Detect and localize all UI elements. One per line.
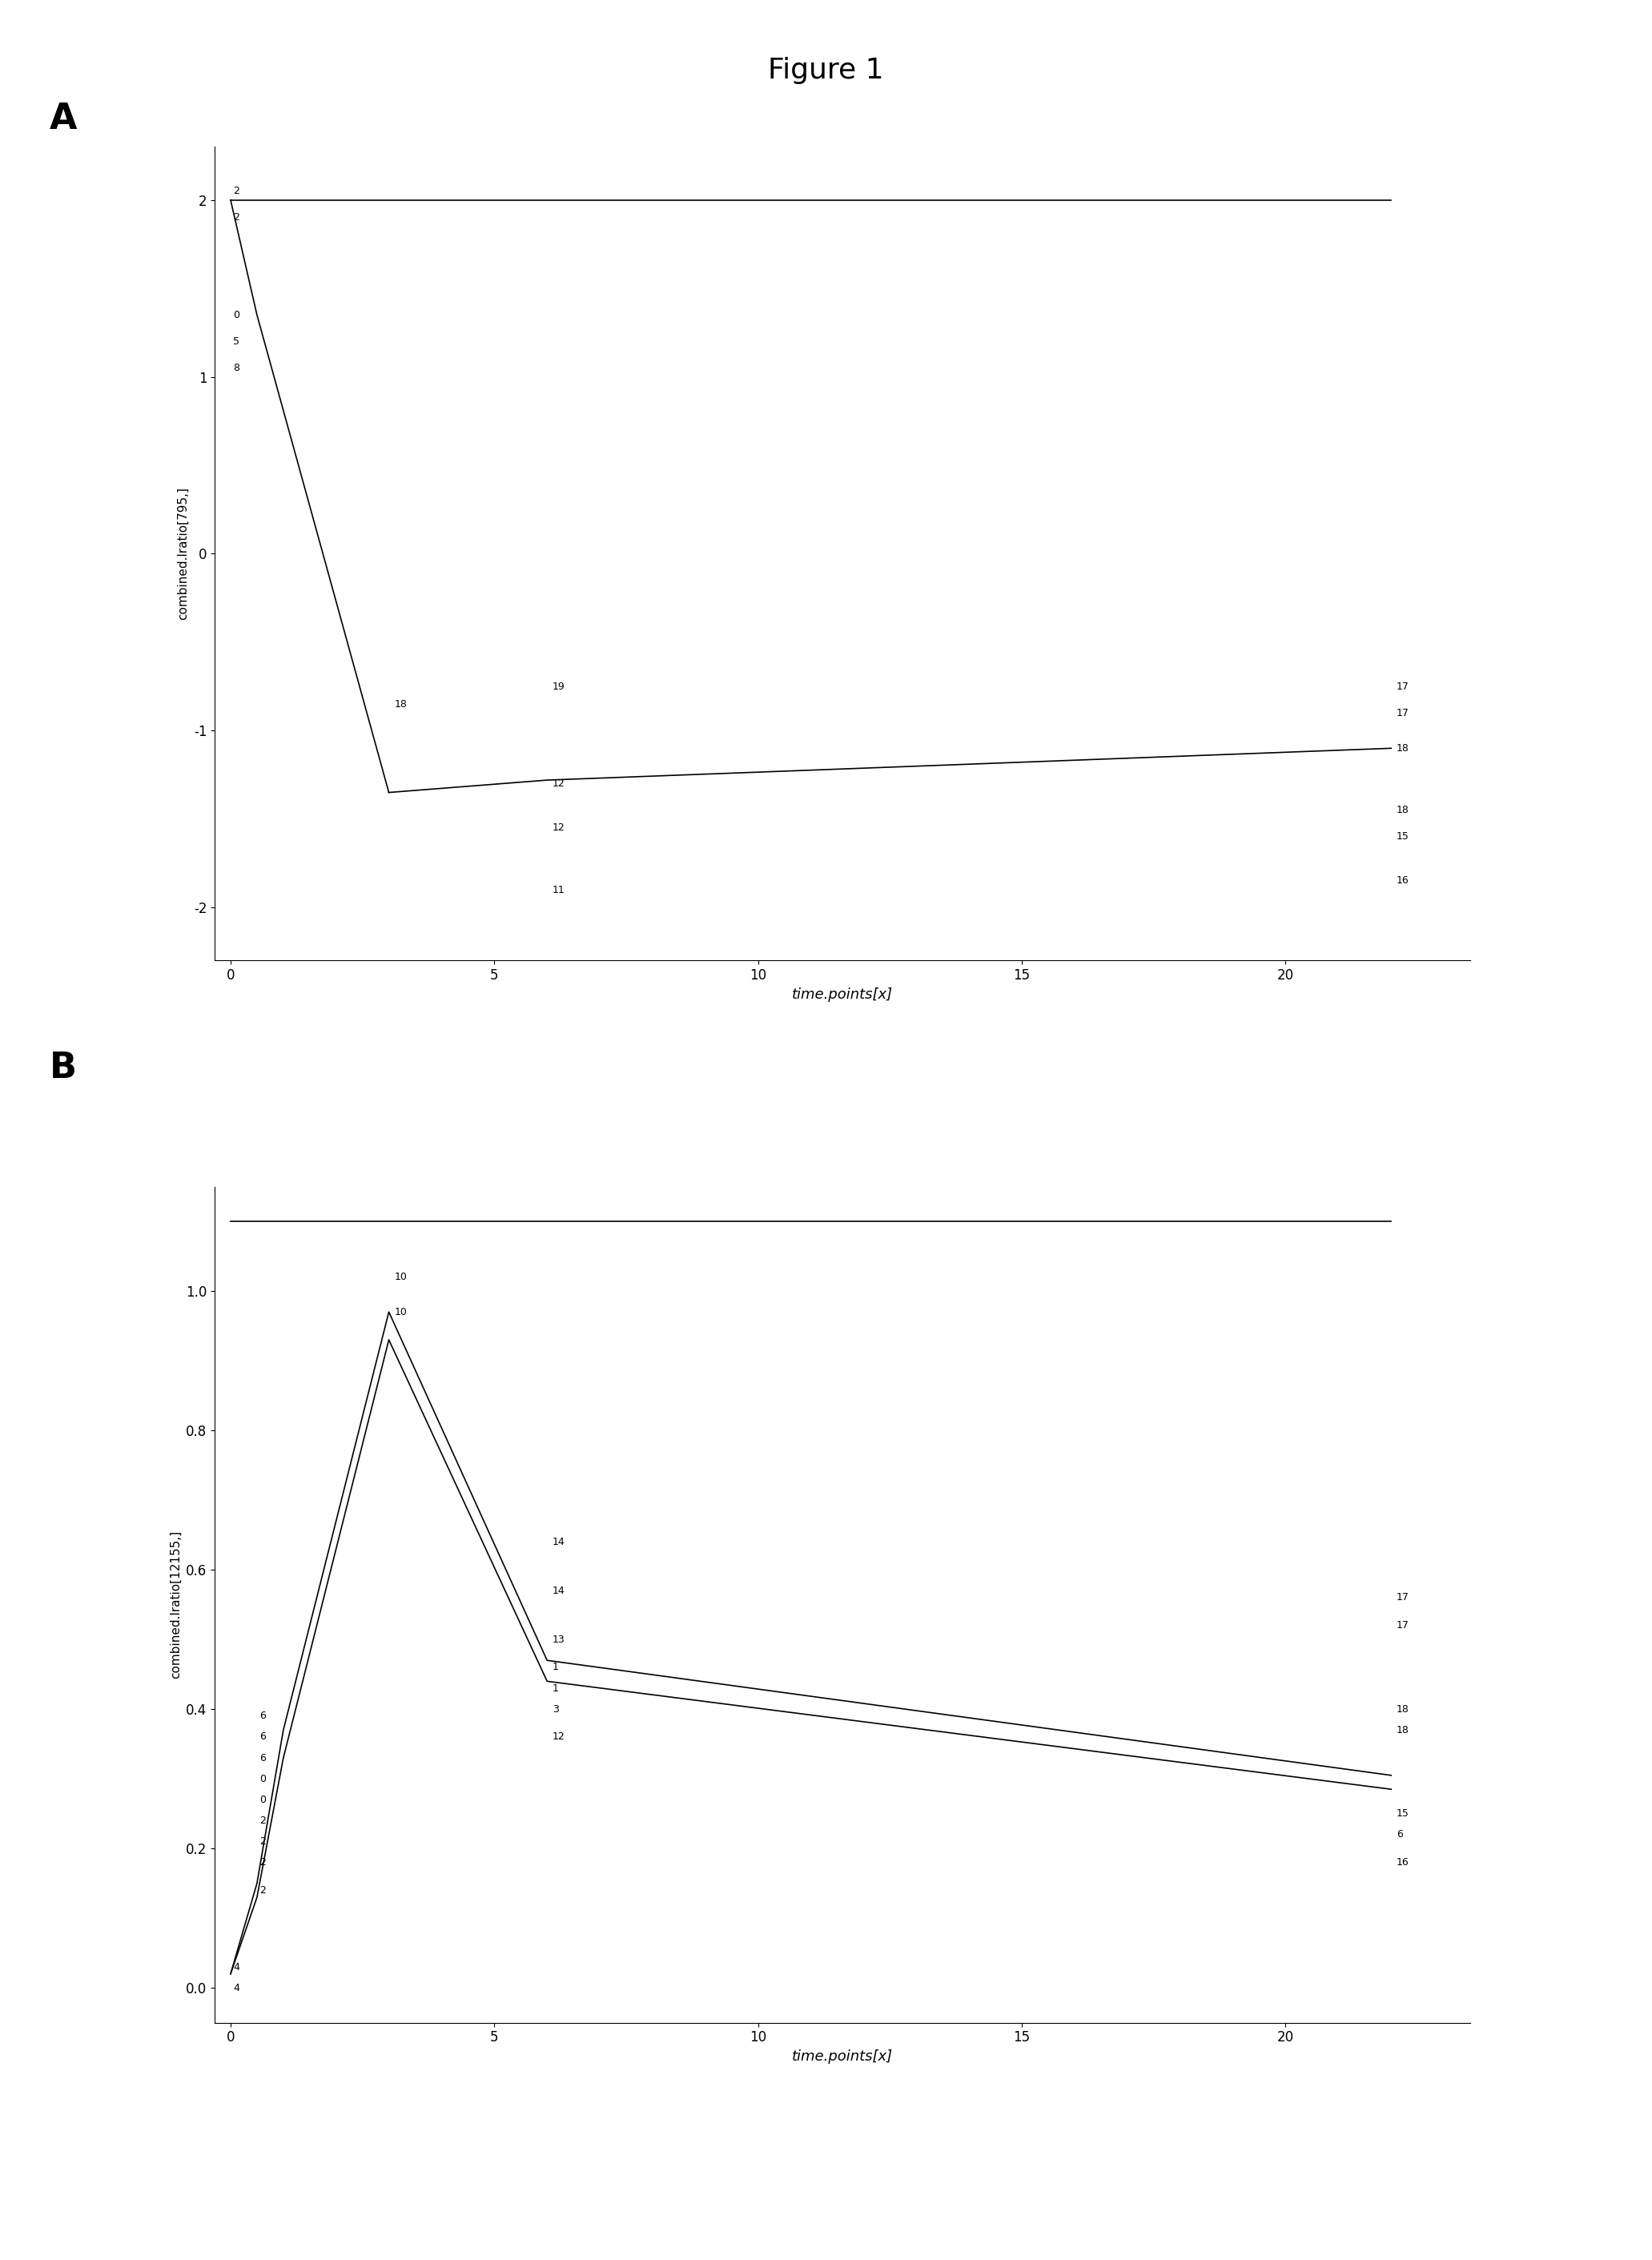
Text: 17: 17: [1396, 707, 1409, 719]
Text: 12: 12: [552, 777, 565, 789]
Text: 18: 18: [1396, 805, 1409, 816]
Text: 19: 19: [552, 680, 565, 692]
Text: 16: 16: [1396, 875, 1409, 886]
Text: Figure 1: Figure 1: [768, 56, 884, 84]
Text: 2: 2: [259, 1815, 266, 1826]
Text: 6: 6: [259, 1711, 266, 1722]
Text: 18: 18: [1396, 1724, 1409, 1736]
Text: 13: 13: [552, 1634, 565, 1645]
Text: 15: 15: [1396, 1808, 1409, 1819]
X-axis label: time.points[x]: time.points[x]: [791, 988, 894, 1001]
Text: 2: 2: [259, 1858, 266, 1867]
Text: 5: 5: [233, 337, 240, 346]
Text: 3: 3: [552, 1704, 558, 1715]
Text: 16: 16: [1396, 1858, 1409, 1867]
Text: 2: 2: [233, 185, 240, 197]
Text: 10: 10: [395, 1272, 406, 1281]
Text: 4: 4: [233, 1962, 240, 1973]
Text: 17: 17: [1396, 680, 1409, 692]
Text: 1: 1: [552, 1661, 558, 1672]
Text: 11: 11: [552, 884, 565, 895]
Text: A: A: [50, 102, 78, 136]
Text: 1: 1: [552, 1684, 558, 1693]
Text: 0: 0: [233, 310, 240, 321]
Text: 15: 15: [1396, 832, 1409, 843]
Text: 6: 6: [259, 1731, 266, 1742]
Text: 8: 8: [233, 364, 240, 373]
Text: 14: 14: [552, 1537, 565, 1548]
Text: 0: 0: [259, 1794, 266, 1806]
Text: 0: 0: [259, 1774, 266, 1783]
Text: 2: 2: [259, 1885, 266, 1896]
Text: 14: 14: [552, 1587, 565, 1596]
Text: 10: 10: [395, 1306, 406, 1318]
Y-axis label: combined.lratio[795,]: combined.lratio[795,]: [177, 488, 190, 619]
Text: 2: 2: [233, 212, 240, 224]
Text: 6: 6: [1396, 1828, 1403, 1840]
Text: 2: 2: [259, 1837, 266, 1846]
Text: 12: 12: [552, 823, 565, 834]
Y-axis label: combined.lratio[12155,]: combined.lratio[12155,]: [170, 1530, 182, 1679]
Text: 6: 6: [259, 1754, 266, 1763]
Text: 18: 18: [395, 698, 406, 710]
X-axis label: time.points[x]: time.points[x]: [791, 2050, 894, 2063]
Text: B: B: [50, 1051, 76, 1085]
Text: 12: 12: [552, 1731, 565, 1742]
Text: 18: 18: [1396, 744, 1409, 753]
Text: 17: 17: [1396, 1620, 1409, 1632]
Text: 18: 18: [1396, 1704, 1409, 1715]
Text: 4: 4: [233, 1982, 240, 1993]
Text: 17: 17: [1396, 1593, 1409, 1602]
